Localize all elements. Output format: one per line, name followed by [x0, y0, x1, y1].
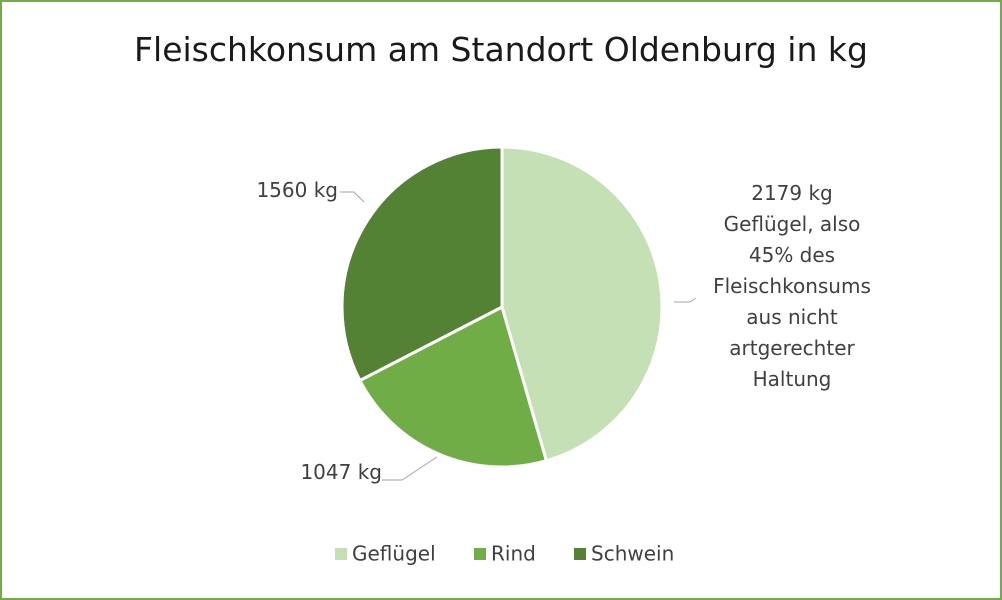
legend-swatch — [474, 548, 486, 560]
pie-slice — [500, 145, 664, 463]
legend-swatch — [574, 548, 586, 560]
leader-line — [382, 456, 438, 481]
pie-slice — [340, 145, 504, 383]
legend-swatch — [335, 548, 347, 560]
leader-line — [340, 191, 365, 203]
data-label: 1047 kg — [300, 460, 382, 484]
legend-label: Rind — [491, 542, 536, 566]
legend-label: Geflügel — [352, 542, 436, 566]
data-label: 2179 kg Geflügel, also 45% des Fleischko… — [713, 181, 871, 391]
data-label: 1560 kg — [256, 178, 338, 202]
pie-slice — [357, 304, 549, 469]
legend-label: Schwein — [591, 542, 674, 566]
leader-line — [674, 297, 697, 303]
chart-title: Fleischkonsum am Standort Oldenburg in k… — [134, 30, 868, 69]
